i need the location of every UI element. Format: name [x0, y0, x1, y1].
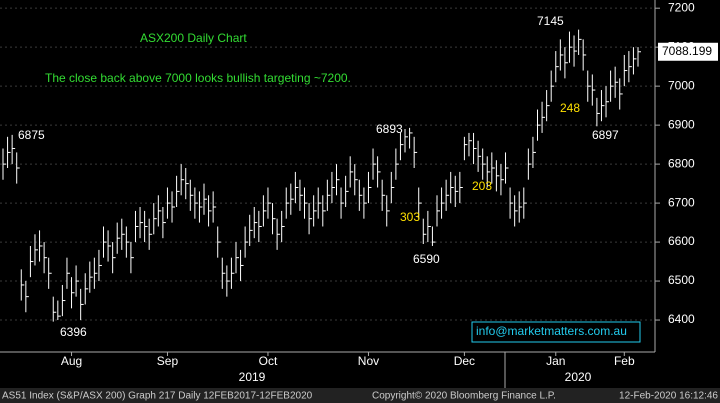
- footer-copyright: Copyright© 2020 Bloomberg Finance L.P.: [372, 391, 556, 402]
- y-tick-label: 6400: [668, 312, 695, 326]
- x-tick-label: Nov: [358, 354, 379, 368]
- last-price-label: 7088.199: [662, 44, 712, 58]
- contact: info@marketmatters.com.au: [476, 324, 627, 338]
- annotation: 6875: [18, 128, 45, 142]
- annotation: 203: [472, 179, 492, 193]
- x-tick-label: Oct: [259, 354, 278, 368]
- annotation: 6590: [413, 252, 440, 266]
- y-tick-label: 6900: [668, 117, 695, 131]
- annotation: 6396: [60, 325, 87, 339]
- annotation: 7145: [537, 14, 564, 28]
- x-tick-label: Dec: [454, 354, 475, 368]
- chart-subtitle: The close back above 7000 looks bullish …: [45, 71, 351, 85]
- contact-box: [471, 321, 641, 343]
- footer-left: AS51 Index (S&P/ASX 200) Graph 217 Daily…: [2, 391, 313, 402]
- footer-bar: [0, 388, 720, 403]
- y-tick-label: 6500: [668, 273, 695, 287]
- y-tick-label: 6800: [668, 156, 695, 170]
- annotation: 6897: [592, 128, 619, 142]
- x-tick-label: Feb: [614, 354, 635, 368]
- year-label: 2020: [565, 370, 592, 384]
- x-tick-label: Aug: [61, 354, 82, 368]
- annotation: 248: [560, 101, 580, 115]
- y-tick-label: 7200: [668, 0, 695, 14]
- footer-time: 12-Feb-2020 16:12:46: [619, 391, 718, 402]
- chart-title: ASX200 Daily Chart: [140, 31, 247, 45]
- y-tick-label: 6700: [668, 195, 695, 209]
- x-tick-label: Jan: [546, 354, 565, 368]
- y-tick-label: 6600: [668, 234, 695, 248]
- annotation: 6893: [376, 122, 403, 136]
- x-tick-label: Sep: [157, 354, 179, 368]
- year-label: 2019: [239, 370, 266, 384]
- annotation: 303: [400, 210, 420, 224]
- y-tick-label: 7000: [668, 78, 695, 92]
- last-price-box: [658, 42, 718, 61]
